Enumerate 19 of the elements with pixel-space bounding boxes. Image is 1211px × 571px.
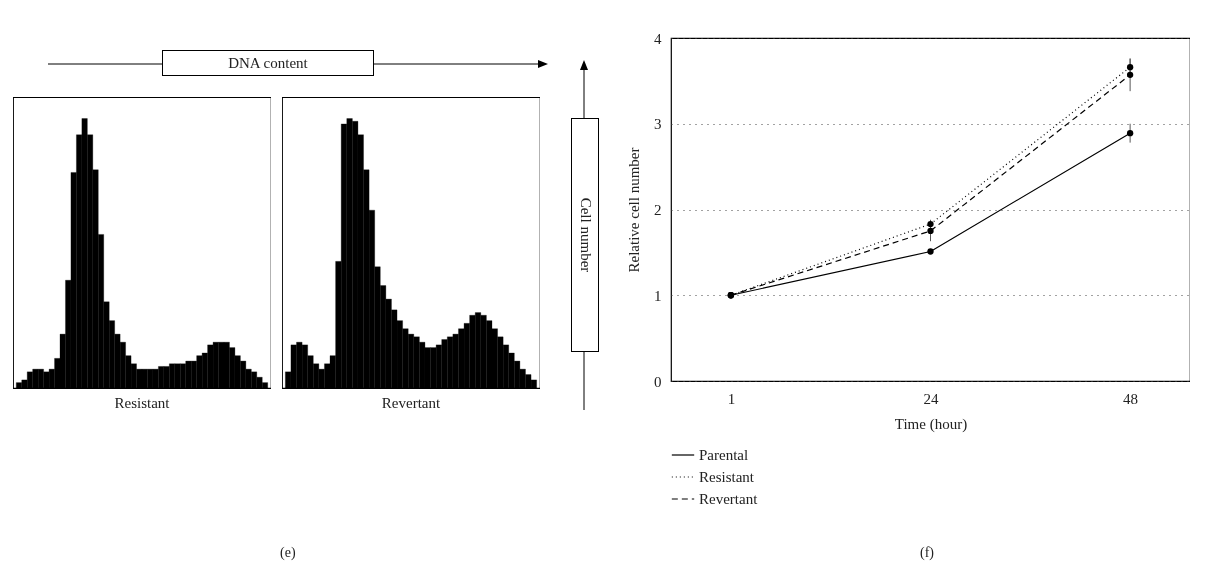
y-tick-label: 0 <box>654 373 662 390</box>
legend-label: Revertant <box>699 491 759 507</box>
text: Revertant <box>381 395 441 412</box>
y-axis-title: Cell number <box>576 197 594 273</box>
text: Resistant <box>114 395 171 412</box>
x-tick-label: 48 <box>1123 390 1139 407</box>
y-axis-title: Relative cell number <box>626 147 642 273</box>
legend-label: Resistant <box>699 469 755 485</box>
y-tick-label: 2 <box>654 202 662 218</box>
x-tick-label: 1 <box>727 390 736 407</box>
y-tick-label: 1 <box>654 287 662 304</box>
text: (e) <box>280 545 296 561</box>
y-tick-label: 4 <box>654 30 662 47</box>
y-tick-label: 3 <box>654 116 662 133</box>
x-tick-label: 24 <box>923 390 939 407</box>
text: (f) <box>920 545 934 561</box>
x-axis-title: DNA content <box>162 50 374 76</box>
x-axis-title: Time (hour) <box>894 415 968 433</box>
legend-label: Parental <box>699 447 749 463</box>
